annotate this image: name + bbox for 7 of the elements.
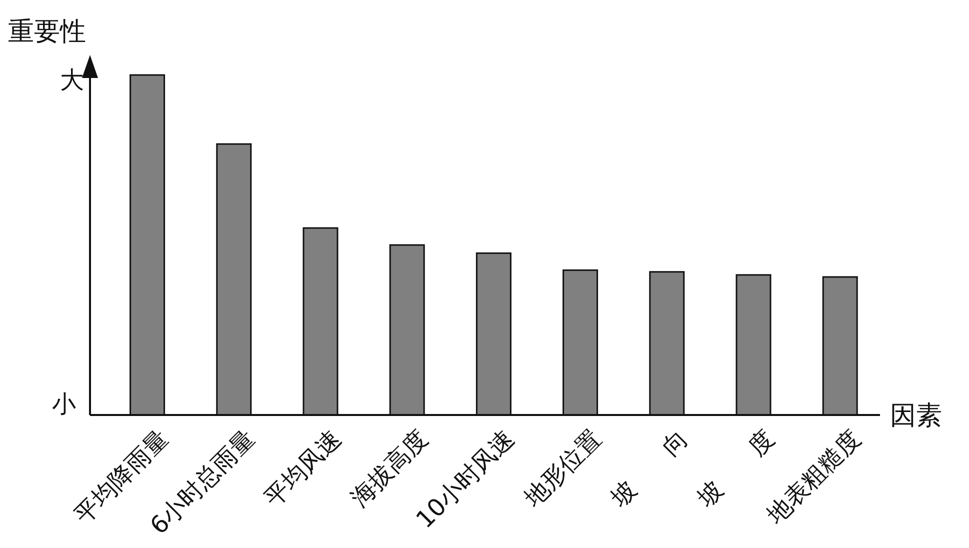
x-tick-label: 平均风速 [259,424,347,512]
x-axis-title: 因素 [890,401,942,431]
y-axis-title: 重要性 [8,17,86,47]
x-tick-label: 坡 向 [604,424,694,513]
text: 大 [60,66,84,94]
text: 小 [52,390,76,418]
x-tick-label: 地形位置 [518,424,607,513]
